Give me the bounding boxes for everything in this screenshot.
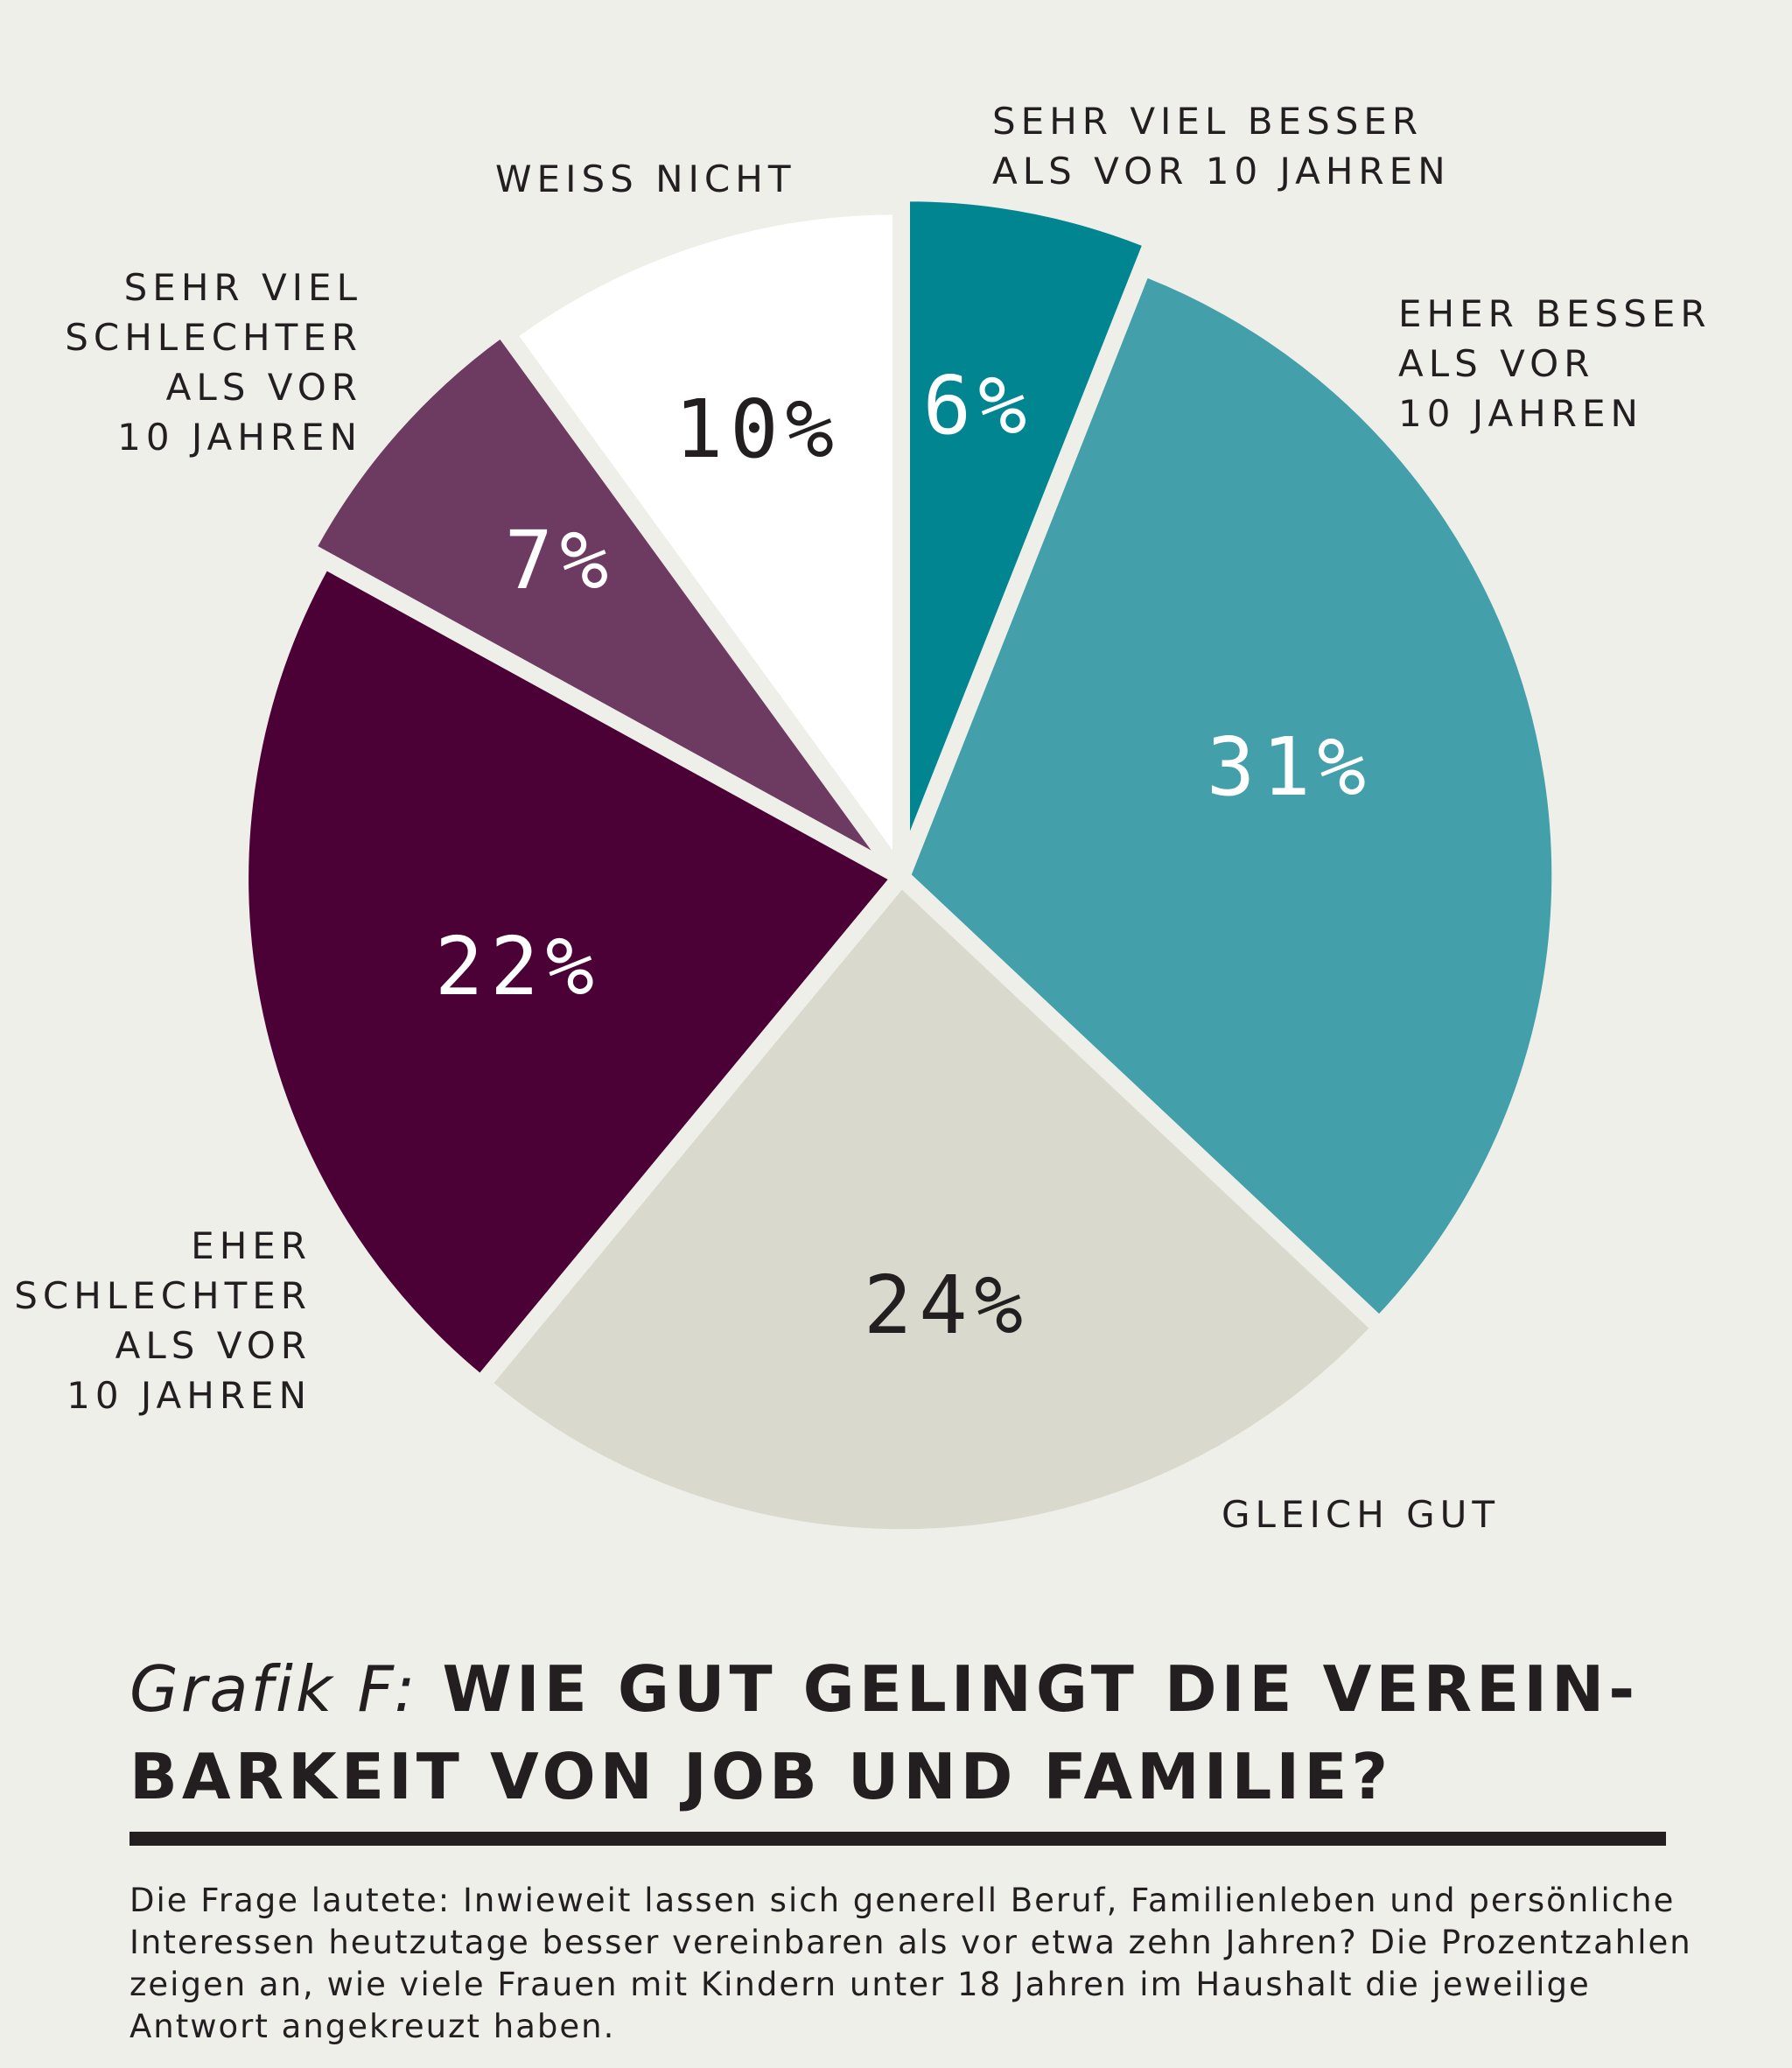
slice-category-label: EHER SCHLECHTER ALS VOR 10 JAHREN bbox=[14, 1224, 312, 1417]
title-line-1: Grafik F: WIE GUT GELINGT DIE VEREIN- bbox=[130, 1645, 1670, 1733]
pie-slice bbox=[311, 332, 883, 861]
title-prefix: Grafik F: bbox=[130, 1652, 418, 1726]
slice-value-label: 24% bbox=[864, 1258, 1030, 1352]
footnote-line-1: Die Frage lautete: Inwieweit lassen sich… bbox=[130, 1882, 1676, 1919]
slice-category-label: GLEICH GUT bbox=[1222, 1493, 1501, 1536]
slice-category-label: SEHR VIEL SCHLECHTER ALS VOR 10 JAHREN bbox=[65, 266, 362, 459]
footnote: Die Frage lautete: Inwieweit lassen sich… bbox=[130, 1880, 1692, 2048]
slice-category-label: WEISS NICHT bbox=[495, 158, 796, 200]
title-line-2: BARKEIT VON JOB UND FAMILIE? bbox=[130, 1740, 1393, 1813]
pie-slice bbox=[512, 209, 898, 866]
slice-category-label: EHER BESSER ALS VOR 10 JAHREN bbox=[1398, 292, 1712, 435]
pie-slice bbox=[905, 271, 1558, 1321]
footnote-line-2: Interessen heutzutage besser vereinbaren… bbox=[130, 1924, 1692, 1961]
slice-value-label: 6% bbox=[923, 359, 1034, 452]
title-main-line-1: WIE GUT GELINGT DIE VEREIN- bbox=[442, 1652, 1640, 1726]
pie-slice bbox=[486, 881, 1376, 1535]
slice-value-label: 31% bbox=[1207, 720, 1373, 814]
slice-value-label: 10% bbox=[675, 382, 841, 476]
pie-chart: 6% 31% 24% 22% 7% 10% bbox=[243, 196, 1558, 1535]
title-rule bbox=[130, 1832, 1666, 1846]
slice-value-label: 7% bbox=[505, 514, 616, 607]
pie-slice bbox=[243, 564, 896, 1380]
footnote-line-4: Antwort angekreuzt haben. bbox=[130, 2008, 616, 2045]
pie-slice bbox=[905, 196, 1149, 846]
footnote-line-3: zeigen an, wie viele Frauen mit Kindern … bbox=[130, 1966, 1591, 2003]
slice-value-label: 22% bbox=[435, 920, 601, 1013]
slice-category-label: SEHR VIEL BESSER ALS VOR 10 JAHREN bbox=[992, 100, 1451, 193]
chart-title: Grafik F: WIE GUT GELINGT DIE VEREIN- BA… bbox=[130, 1645, 1670, 1820]
